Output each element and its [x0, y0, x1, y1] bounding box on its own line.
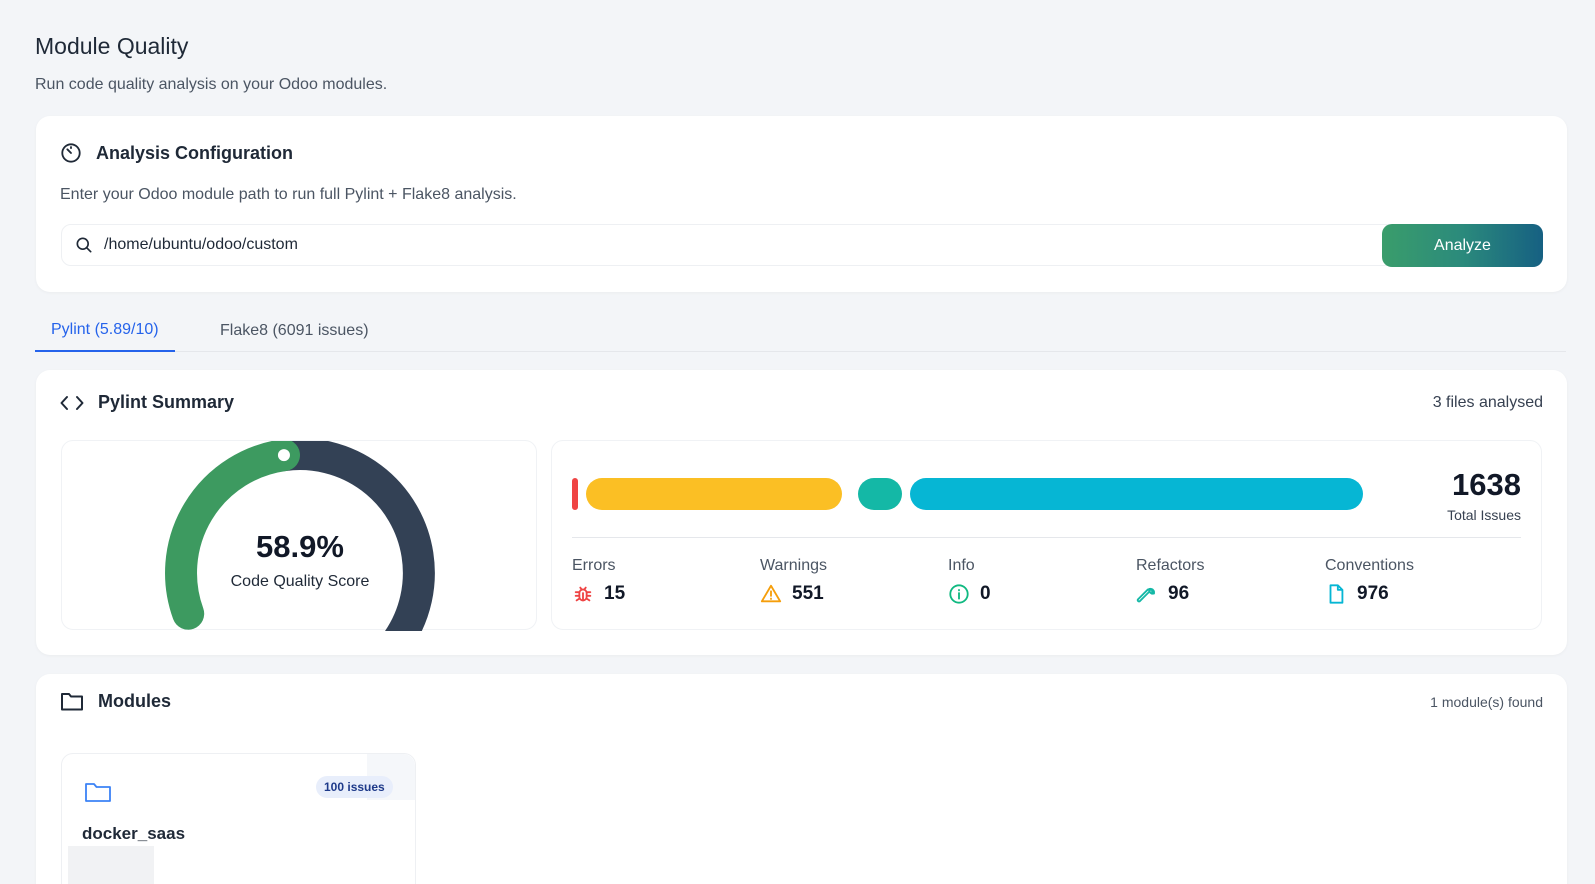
- gauge-knob: [273, 445, 294, 466]
- total-issues-label: Total Issues: [1447, 507, 1521, 523]
- module-path-input[interactable]: [104, 236, 1384, 254]
- modules-title: Modules: [98, 690, 172, 711]
- code-icon: [60, 393, 84, 413]
- stat-errors: Errors 15: [572, 557, 625, 605]
- stat-value: 551: [792, 583, 824, 604]
- gauge-track: [268, 441, 435, 631]
- analysis-config-title: Analysis Configuration: [96, 142, 294, 163]
- bar-conventions: [910, 478, 1363, 510]
- divider: [572, 537, 1521, 538]
- folder-icon: [84, 780, 112, 804]
- analyze-button[interactable]: Analyze: [1382, 224, 1543, 267]
- page-title: Module Quality: [35, 33, 189, 59]
- analysis-tabs: Pylint (5.89/10) Flake8 (6091 issues): [35, 310, 1566, 352]
- tab-flake8[interactable]: Flake8 (6091 issues): [220, 322, 369, 339]
- pylint-summary-title: Pylint Summary: [98, 392, 235, 412]
- page-subtitle: Run code quality analysis on your Odoo m…: [35, 76, 388, 93]
- gauge-fill: [165, 441, 300, 630]
- total-issues-value: 1638: [1452, 467, 1521, 502]
- stat-label: Refactors: [1136, 557, 1205, 574]
- modules-header: Modules: [60, 690, 171, 712]
- stat-value: 96: [1168, 583, 1190, 604]
- stat-value: 0: [980, 583, 991, 604]
- bug-icon: [572, 583, 594, 605]
- stat-label: Conventions: [1325, 557, 1414, 574]
- folder-icon: [60, 690, 84, 712]
- analysis-config-description: Enter your Odoo module path to run full …: [60, 186, 517, 203]
- modules-found-count: 1 module(s) found: [1430, 694, 1543, 710]
- files-analysed-count: 3 files analysed: [1432, 394, 1543, 411]
- info-icon: [948, 583, 970, 605]
- gauge-icon: [60, 142, 82, 164]
- bar-warnings: [586, 478, 842, 510]
- modules-card: Modules 1 module(s) found 100 issues doc…: [36, 674, 1567, 884]
- document-icon: [1325, 583, 1347, 605]
- warning-icon: [760, 583, 782, 605]
- bar-refactors: [858, 478, 902, 510]
- tab-pylint[interactable]: Pylint (5.89/10): [35, 310, 175, 352]
- module-path-field[interactable]: [61, 224, 1407, 266]
- stat-info: Info 0: [948, 557, 991, 605]
- module-issues-badge: 100 issues: [316, 776, 393, 798]
- stat-value: 15: [604, 583, 626, 604]
- stat-conventions: Conventions 976: [1325, 557, 1414, 605]
- quality-gauge-panel: 58.9% Code Quality Score: [61, 440, 537, 631]
- analysis-config-header: Analysis Configuration: [60, 142, 293, 164]
- module-card[interactable]: 100 issues docker_saas: [61, 753, 416, 884]
- quality-score-value: 58.9%: [256, 529, 344, 564]
- analysis-config-card: Analysis Configuration Enter your Odoo m…: [36, 116, 1567, 292]
- stat-value: 976: [1357, 583, 1389, 604]
- bar-errors: [572, 478, 578, 510]
- stat-label: Info: [948, 557, 975, 574]
- issues-breakdown-panel: 1638 Total Issues Errors 15 Warnings: [551, 440, 1542, 630]
- stat-warnings: Warnings 551: [760, 557, 827, 605]
- pylint-summary-header: Pylint Summary: [60, 392, 234, 413]
- module-name: docker_saas: [82, 824, 186, 843]
- stat-refactors: Refactors 96: [1136, 557, 1204, 605]
- quality-gauge: [165, 441, 435, 631]
- wrench-icon: [1136, 583, 1158, 605]
- quality-score-label: Code Quality Score: [230, 573, 370, 590]
- stat-label: Warnings: [760, 557, 827, 574]
- stat-label: Errors: [572, 557, 616, 574]
- search-icon: [74, 235, 94, 255]
- module-preview: [68, 846, 154, 884]
- pylint-summary-card: Pylint Summary 3 files analysed 58.9% Co…: [36, 370, 1567, 655]
